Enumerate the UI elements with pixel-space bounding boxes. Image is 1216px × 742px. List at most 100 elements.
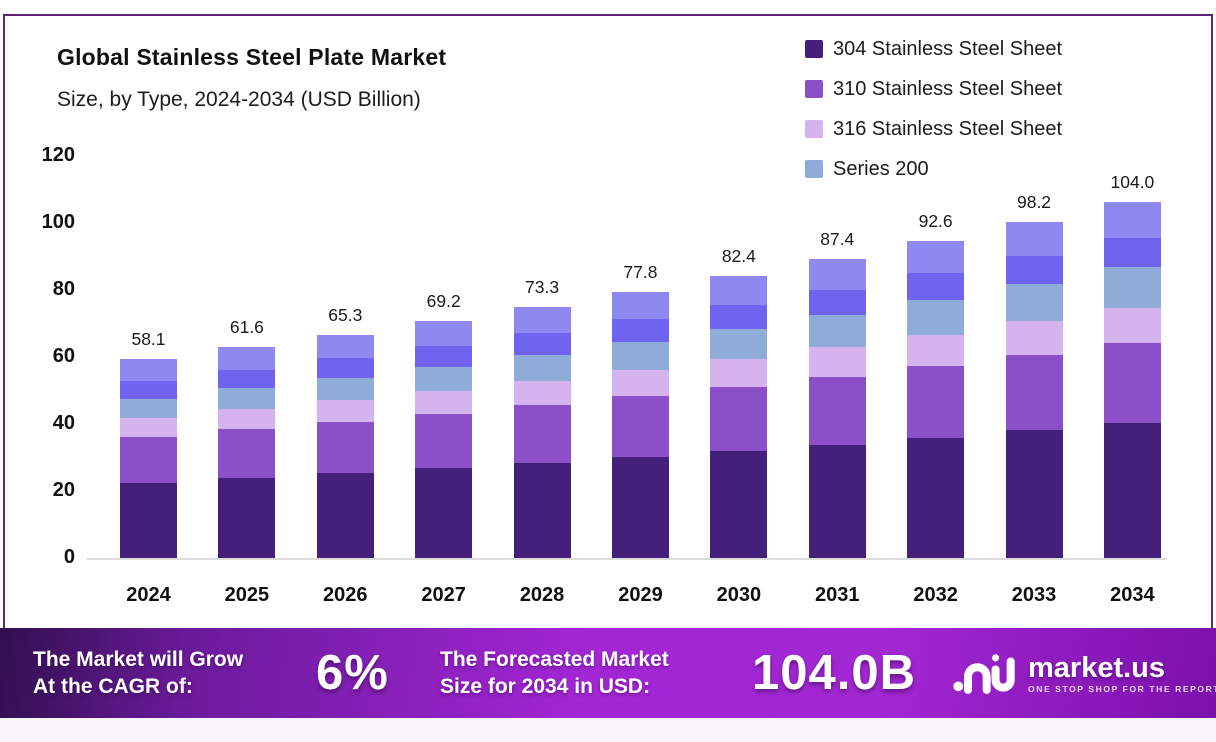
forecast-label: The Forecasted Market Size for 2034 in U… [440, 646, 669, 700]
x-tick-label-2026: 2026 [323, 584, 368, 606]
bar-segment [907, 366, 965, 438]
bar-segment [1005, 354, 1063, 431]
bar-value-label: 92.6 [918, 211, 953, 232]
bar-segment [513, 380, 571, 406]
bar-stack [1103, 202, 1161, 558]
bar-segment [611, 342, 669, 370]
bar-group-2027: 69.2 [415, 291, 473, 558]
bar-segment [1103, 422, 1161, 558]
forecast-value: 104.0B [752, 646, 917, 700]
bar-segment [710, 304, 768, 330]
bar-segment [513, 405, 571, 463]
bar-segment [316, 358, 374, 378]
bar-segment [611, 395, 669, 457]
y-tick-label-60: 60 [52, 345, 75, 367]
bar-stack [710, 276, 768, 558]
legend-item-label: 316 Stainless Steel Sheet [833, 117, 1063, 140]
bar-segment [316, 473, 374, 558]
bar-value-label: 104.0 [1110, 172, 1155, 193]
bar-segment [710, 329, 768, 360]
y-tick-label-20: 20 [52, 479, 75, 501]
bar-segment [808, 289, 866, 315]
bar-group-2031: 87.4 [808, 229, 866, 558]
bar-stack [907, 241, 965, 558]
bar-segment [120, 380, 177, 399]
bar-segment [415, 366, 473, 391]
bar-segment [611, 291, 669, 320]
y-tick-label-120: 120 [41, 144, 75, 166]
bar-group-2024: 58.1 [120, 329, 177, 558]
x-tick-label-2029: 2029 [618, 584, 663, 606]
bar-value-label: 65.3 [328, 304, 363, 325]
bar-segment [1103, 307, 1161, 344]
legend-item-label: Series 200 [833, 157, 929, 180]
x-tick-label-2024: 2024 [126, 584, 171, 606]
legend-swatch-icon [805, 80, 823, 98]
bar-segment [808, 444, 866, 558]
bar-segment [1005, 222, 1063, 257]
bar-segment [513, 354, 571, 381]
brand-logo: market.us ONE STOP SHOP FOR THE REPORTS [952, 649, 1216, 697]
x-tick-label-2030: 2030 [716, 584, 762, 606]
bar-segment [316, 421, 374, 474]
x-tick-label-2033: 2033 [1011, 584, 1057, 606]
cagr-label-line2: At the CAGR of: [33, 675, 193, 698]
y-tick-label-80: 80 [52, 278, 75, 300]
bar-stack [120, 359, 177, 558]
bar-segment [710, 386, 768, 451]
bar-value-label: 73.3 [525, 277, 560, 298]
bar-segment [513, 307, 571, 334]
bar-segment [415, 390, 473, 414]
bar-segment [218, 429, 276, 478]
cagr-label-line1: The Market will Grow [33, 648, 244, 671]
bar-segment [415, 413, 473, 469]
cagr-value: 6% [316, 646, 389, 700]
chart-legend: 304 Stainless Steel Sheet 310 Stainless S… [805, 29, 1062, 189]
x-tick-label-2031: 2031 [814, 584, 860, 606]
bar-group-2025: 61.6 [218, 317, 276, 558]
bar-segment [218, 408, 276, 430]
plot-area: 58.1 61.6 65.3 69.2 73.3 77.8 82.4 87.4 92.6 98.2… [5, 16, 1211, 628]
y-tick-label-0: 0 [63, 546, 75, 568]
bar-segment [1005, 256, 1063, 285]
bar-segment [710, 359, 768, 387]
bar-segment [415, 346, 473, 367]
bar-stack [415, 321, 473, 558]
bar-value-label: 69.2 [426, 291, 461, 312]
bar-segment [120, 436, 177, 483]
legend-swatch-icon [805, 120, 823, 138]
bar-segment [120, 417, 177, 437]
bar-segment [710, 276, 768, 305]
brand-name: market.us [1028, 651, 1166, 684]
bar-group-2034: 104.0 [1103, 172, 1161, 558]
bar-segment [808, 347, 866, 377]
bar-stack [611, 291, 669, 558]
bar-segment [218, 347, 276, 370]
bar-segment [1005, 284, 1063, 322]
bar-stack [316, 334, 374, 558]
y-tick-label-40: 40 [52, 412, 75, 434]
bar-value-label: 61.6 [229, 317, 264, 338]
legend-item-1: 310 Stainless Steel Sheet [805, 69, 1062, 109]
bar-segment [907, 334, 965, 367]
marketus-logo-icon [953, 654, 1015, 694]
bar-segment [218, 388, 276, 409]
bar-segment [218, 478, 276, 558]
bar-value-label: 98.2 [1016, 192, 1052, 213]
brand-tagline: ONE STOP SHOP FOR THE REPORTS [1028, 683, 1216, 694]
bar-segment [120, 398, 177, 418]
legend-item-2: 316 Stainless Steel Sheet [805, 109, 1062, 149]
forecast-label-line2: Size for 2034 in USD: [440, 675, 651, 698]
chart-subtitle: Size, by Type, 2024-2034 (USD Billion) [57, 88, 421, 111]
bar-group-2026: 65.3 [316, 304, 374, 558]
bar-segment [513, 462, 571, 558]
bar-segment [1103, 343, 1161, 423]
x-tick-label-2032: 2032 [913, 584, 958, 606]
cagr-label: The Market will Grow At the CAGR of: [33, 646, 243, 700]
bar-stack [808, 259, 866, 558]
bar-segment [808, 376, 866, 445]
legend-swatch-icon [805, 160, 823, 178]
bar-segment [120, 359, 177, 381]
bar-segment [611, 456, 669, 558]
